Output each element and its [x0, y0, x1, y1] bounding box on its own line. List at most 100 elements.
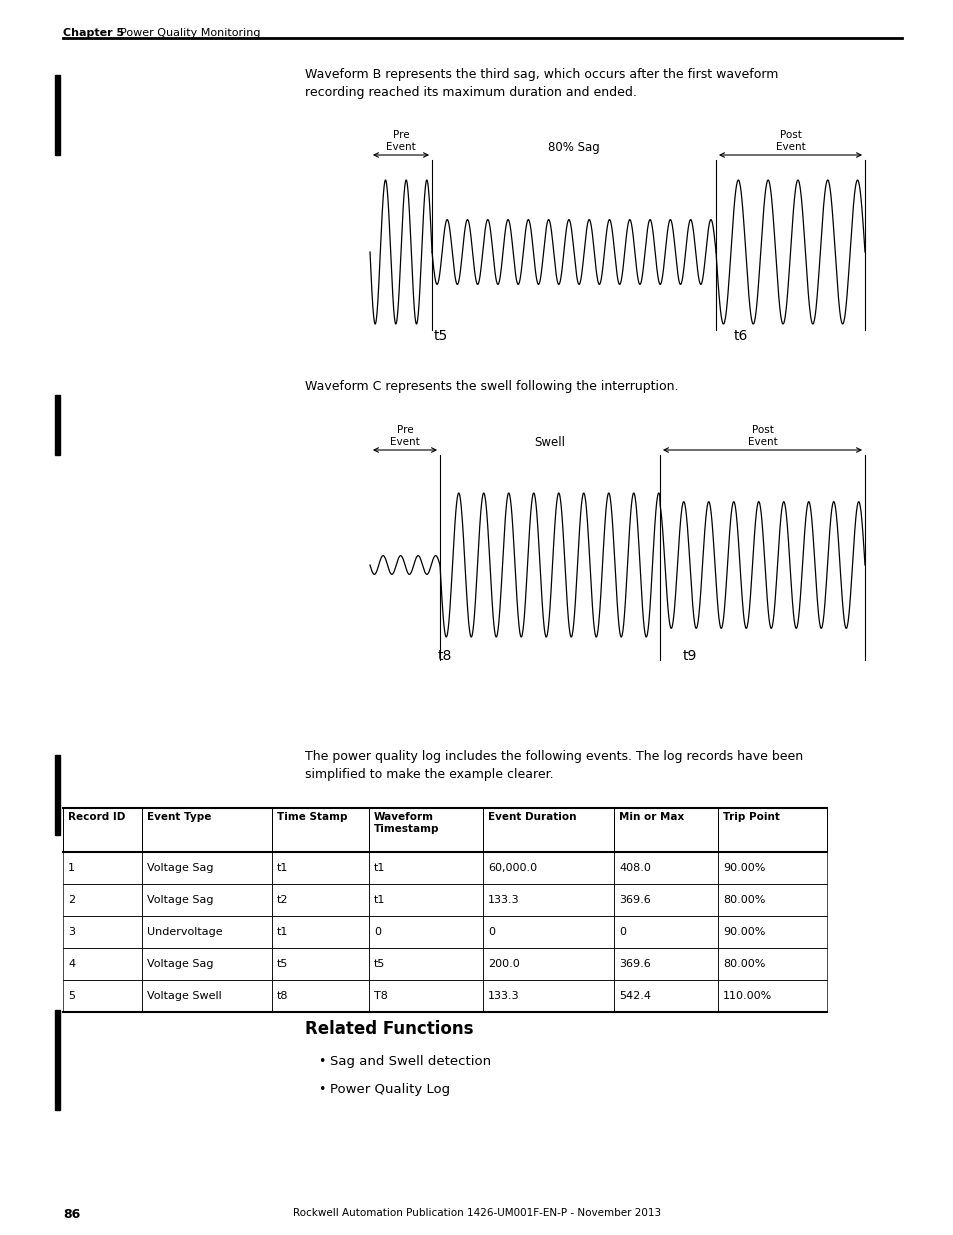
Bar [142, 808, 272, 852]
Text: Voltage Sag: Voltage Sag [147, 895, 213, 905]
Text: Event Type: Event Type [147, 811, 212, 823]
Bar [142, 852, 272, 884]
Text: 542.4: 542.4 [618, 990, 650, 1002]
Text: t5: t5 [374, 960, 385, 969]
Text: Undervoltage: Undervoltage [147, 927, 222, 937]
Text: Chapter 5: Chapter 5 [63, 28, 124, 38]
Text: 90.00%: 90.00% [722, 927, 764, 937]
Bar [614, 884, 718, 916]
Bar [718, 808, 826, 852]
Text: Waveform C represents the swell following the interruption.: Waveform C represents the swell followin… [305, 380, 678, 393]
Text: 0: 0 [618, 927, 625, 937]
Bar [55, 755, 60, 835]
Bar [614, 852, 718, 884]
Bar [55, 395, 60, 454]
Bar [63, 808, 142, 852]
Text: 0: 0 [488, 927, 495, 937]
Text: Pre
Event: Pre Event [386, 131, 416, 152]
Text: Power Quality Log: Power Quality Log [330, 1083, 450, 1095]
Text: 60,000.0: 60,000.0 [488, 863, 537, 873]
Text: 0: 0 [374, 927, 380, 937]
Bar [369, 981, 482, 1011]
Bar [63, 916, 142, 948]
Bar [63, 884, 142, 916]
Text: t5: t5 [276, 960, 288, 969]
Bar [482, 884, 614, 916]
Bar [63, 852, 142, 884]
Text: t9: t9 [682, 650, 697, 663]
Bar [272, 948, 369, 981]
Text: 4: 4 [68, 960, 75, 969]
Bar [482, 852, 614, 884]
Text: Record ID: Record ID [68, 811, 125, 823]
Text: t5: t5 [434, 329, 448, 343]
Text: 110.00%: 110.00% [722, 990, 771, 1002]
Text: 3: 3 [68, 927, 75, 937]
Text: t1: t1 [276, 927, 288, 937]
Bar [369, 884, 482, 916]
Text: 80.00%: 80.00% [722, 895, 764, 905]
Bar [272, 852, 369, 884]
Text: 5: 5 [68, 990, 75, 1002]
Text: 80% Sag: 80% Sag [548, 141, 599, 153]
Bar [63, 948, 142, 981]
Bar [142, 981, 272, 1011]
Text: The power quality log includes the following events. The log records have been
s: The power quality log includes the follo… [305, 750, 802, 781]
Text: Time Stamp: Time Stamp [276, 811, 347, 823]
Text: Rockwell Automation Publication 1426-UM001F-EN-P - November 2013: Rockwell Automation Publication 1426-UM0… [293, 1208, 660, 1218]
Text: 369.6: 369.6 [618, 960, 650, 969]
Text: 133.3: 133.3 [488, 990, 519, 1002]
Bar [369, 808, 482, 852]
Text: 369.6: 369.6 [618, 895, 650, 905]
Bar [142, 916, 272, 948]
Bar [718, 916, 826, 948]
Bar [482, 948, 614, 981]
Bar [614, 808, 718, 852]
Text: Voltage Sag: Voltage Sag [147, 960, 213, 969]
Bar [614, 916, 718, 948]
Bar [142, 884, 272, 916]
Text: 80.00%: 80.00% [722, 960, 764, 969]
Bar [272, 808, 369, 852]
Bar [55, 1010, 60, 1110]
Bar [369, 916, 482, 948]
Text: Waveform
Timestamp: Waveform Timestamp [374, 811, 439, 834]
Text: Voltage Swell: Voltage Swell [147, 990, 221, 1002]
Text: Post
Event: Post Event [747, 425, 777, 447]
Bar [718, 884, 826, 916]
Text: t6: t6 [733, 329, 747, 343]
Bar [718, 981, 826, 1011]
Text: 200.0: 200.0 [488, 960, 519, 969]
Bar [614, 981, 718, 1011]
Bar [369, 852, 482, 884]
Text: Swell: Swell [534, 436, 565, 448]
Bar [272, 981, 369, 1011]
Text: Post
Event: Post Event [775, 131, 804, 152]
Text: Waveform B represents the third sag, which occurs after the first waveform
recor: Waveform B represents the third sag, whi… [305, 68, 778, 99]
Bar [142, 948, 272, 981]
Text: 408.0: 408.0 [618, 863, 650, 873]
Text: Related Functions: Related Functions [305, 1020, 473, 1037]
Bar [482, 916, 614, 948]
Text: Pre
Event: Pre Event [390, 425, 419, 447]
Bar [55, 75, 60, 156]
Text: Trip Point: Trip Point [722, 811, 779, 823]
Text: Event Duration: Event Duration [488, 811, 576, 823]
Text: t8: t8 [276, 990, 288, 1002]
Text: •: • [317, 1055, 325, 1068]
Bar [272, 916, 369, 948]
Bar [482, 981, 614, 1011]
Bar [718, 852, 826, 884]
Bar [369, 948, 482, 981]
Bar [718, 948, 826, 981]
Text: 1: 1 [68, 863, 75, 873]
Text: t1: t1 [374, 895, 385, 905]
Text: Min or Max: Min or Max [618, 811, 683, 823]
Text: Sag and Swell detection: Sag and Swell detection [330, 1055, 491, 1068]
Text: t2: t2 [276, 895, 288, 905]
Text: Power Quality Monitoring: Power Quality Monitoring [120, 28, 260, 38]
Text: t1: t1 [276, 863, 288, 873]
Bar [63, 981, 142, 1011]
Text: 90.00%: 90.00% [722, 863, 764, 873]
Text: 86: 86 [63, 1208, 80, 1221]
